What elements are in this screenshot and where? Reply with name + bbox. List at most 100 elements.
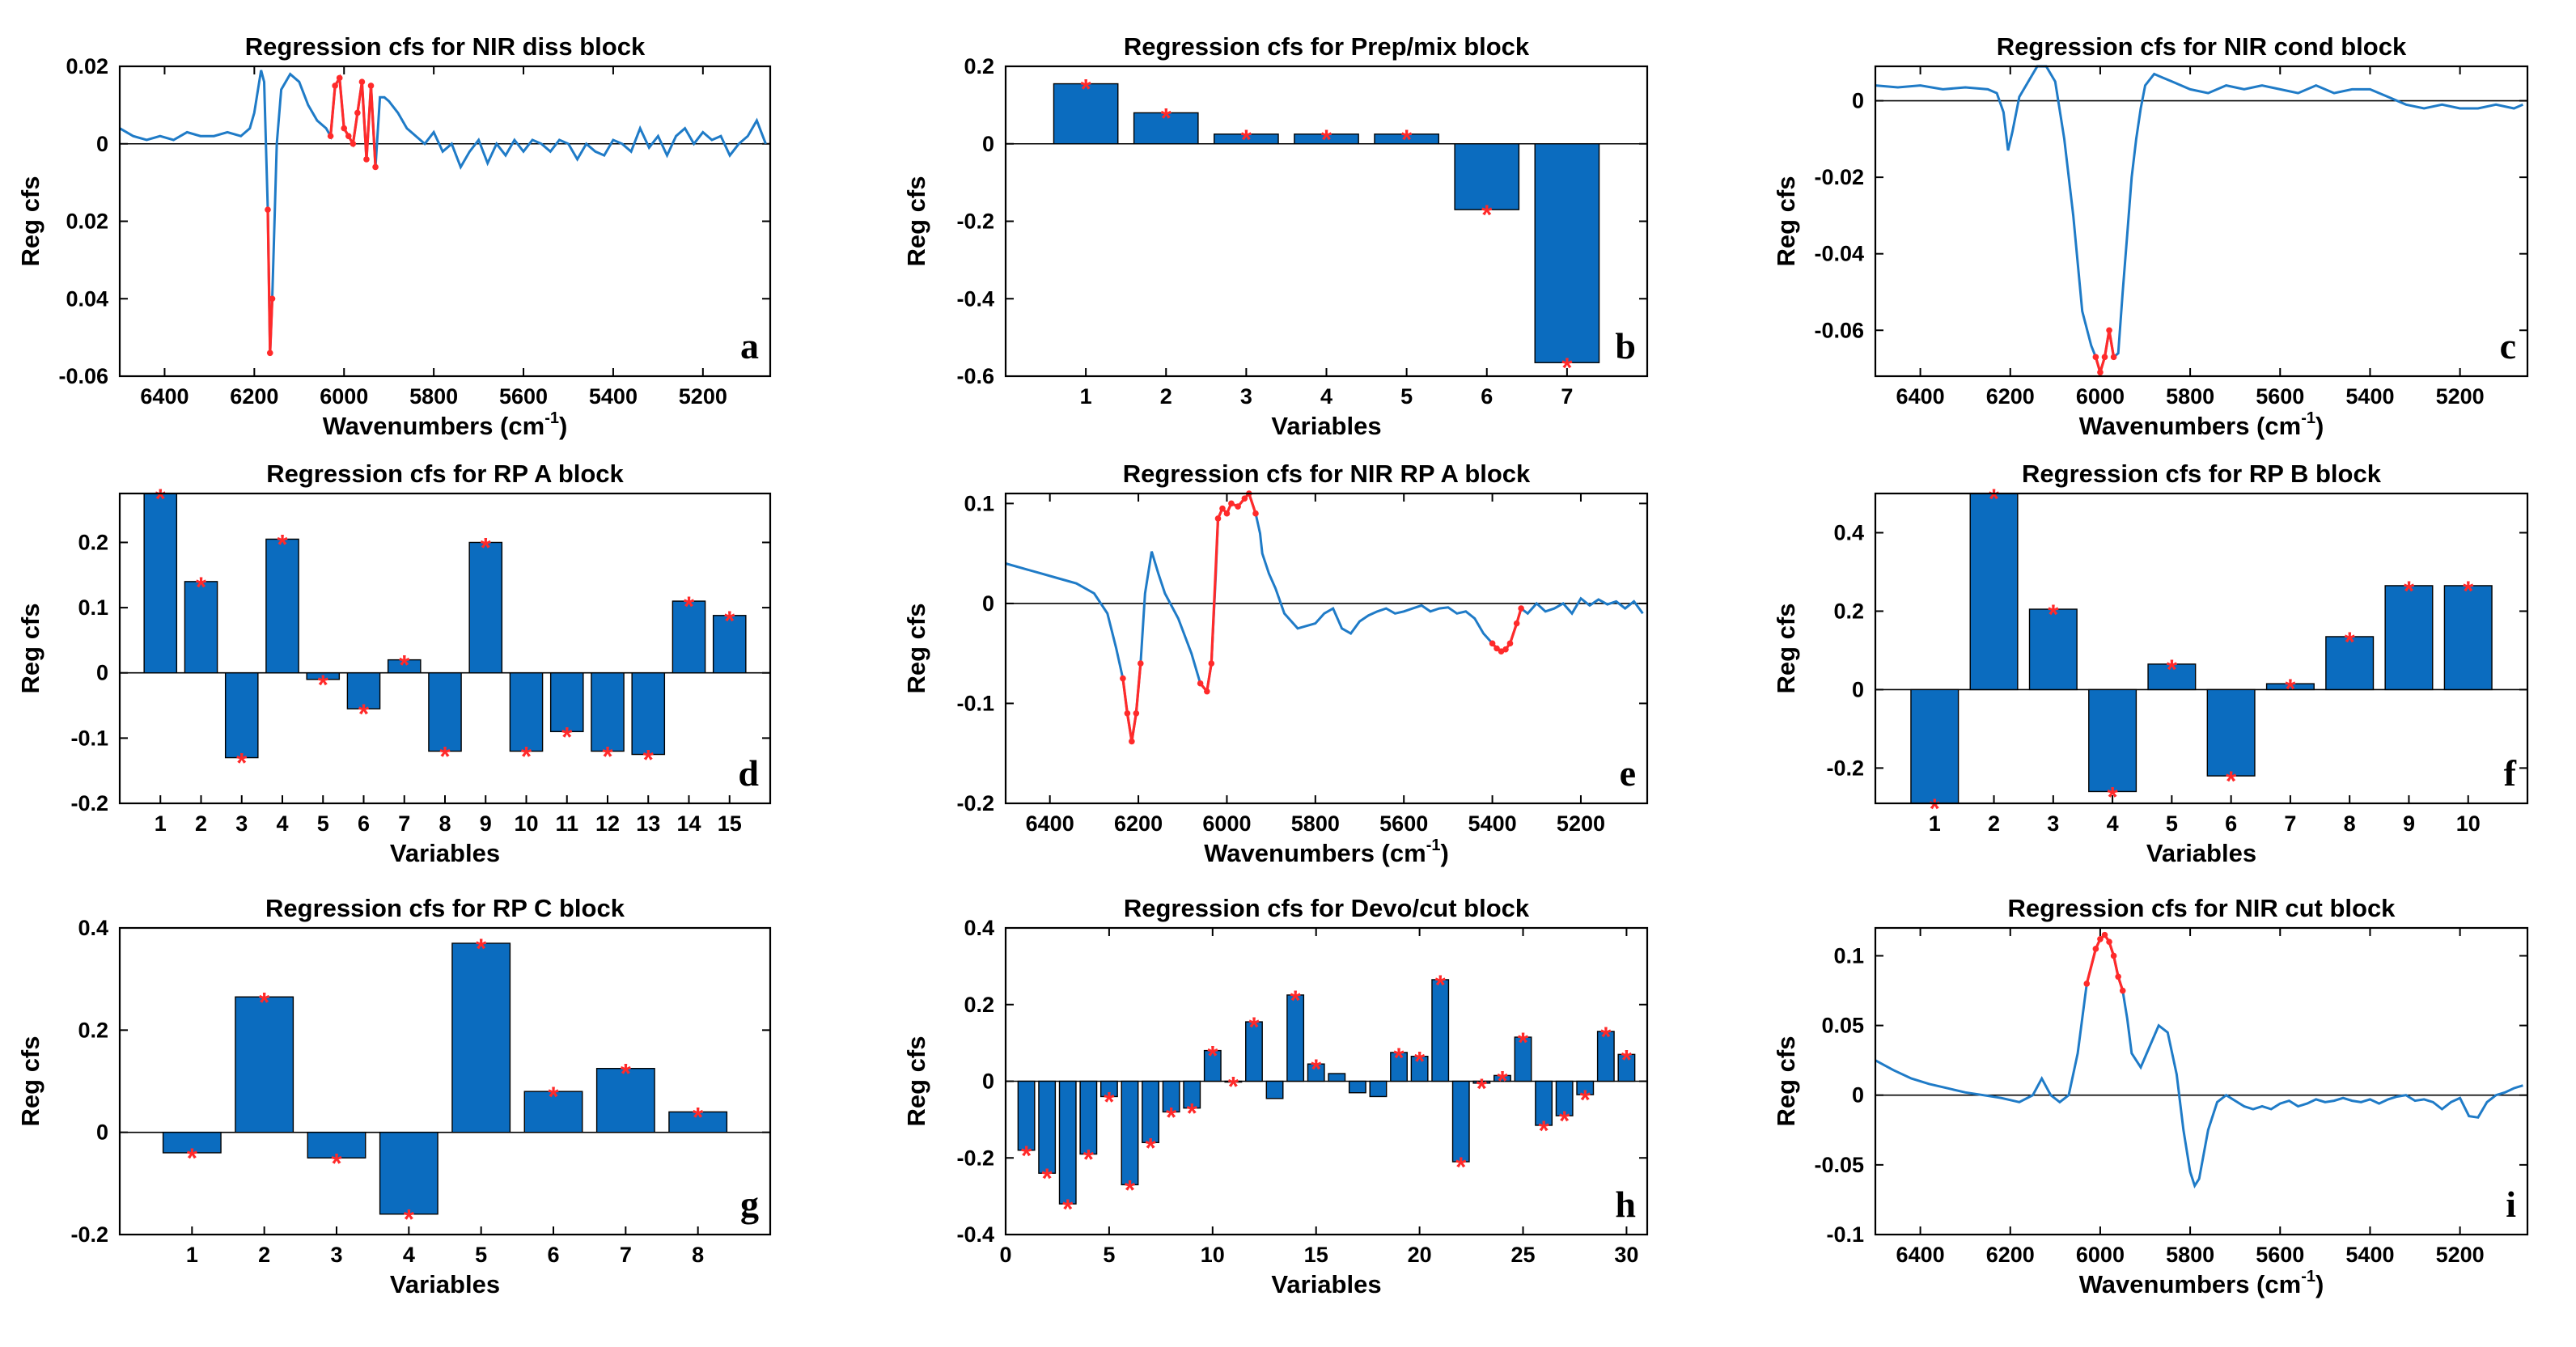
bar-marker: * [236, 748, 248, 779]
bar [1079, 1080, 1098, 1155]
plot-frame [1004, 492, 1649, 805]
bar [1307, 1063, 1325, 1082]
bar-marker: * [331, 1148, 342, 1179]
bar [1472, 1080, 1491, 1084]
x-tick-label: 2 [195, 811, 207, 836]
x-axis-label: Variables [1271, 1270, 1381, 1298]
bar-marker: * [476, 934, 487, 964]
plot-frame [118, 492, 772, 805]
x-tick-label: 5400 [2345, 1243, 2394, 1267]
x-tick-label: 6200 [1986, 384, 2035, 409]
plot-frame [1874, 492, 2529, 805]
bar [1374, 133, 1439, 145]
x-tick-label: 6400 [1896, 384, 1945, 409]
x-axis-label-end: ) [2315, 412, 2324, 440]
selected-segment [1199, 490, 1257, 695]
x-tick-label: 5 [2166, 811, 2178, 836]
y-axis-label: Reg cfs [902, 1036, 930, 1127]
panel-title: Regression cfs for RP A block [266, 460, 624, 488]
bar [1121, 1080, 1139, 1186]
bar [2265, 683, 2315, 691]
bar-marker: * [1125, 1175, 1136, 1205]
x-tick-label: 1 [155, 811, 167, 836]
y-tick-label: 0.1 [964, 491, 994, 515]
x-tick-label: 3 [330, 1243, 342, 1267]
y-tick-label: -0.06 [1814, 318, 1864, 342]
x-tick-label: 6 [358, 811, 370, 836]
y-tick-label: 0.1 [78, 595, 108, 620]
bar-marker: * [1497, 1065, 1508, 1096]
bar [1910, 688, 1960, 804]
y-tick-label: 0.2 [1833, 599, 1864, 623]
x-tick-label: 6000 [2076, 384, 2125, 409]
y-tick-label: -0.2 [956, 1146, 994, 1170]
y-tick-label: 0.4 [964, 916, 994, 940]
x-tick-label: 4 [276, 811, 288, 836]
bar-marker: * [1989, 484, 2000, 515]
bar [1286, 994, 1305, 1082]
x-tick-label: 5 [317, 811, 329, 836]
bar-marker: * [1021, 1141, 1032, 1171]
bar [2325, 636, 2375, 691]
y-axis-label: Reg cfs [1772, 176, 1800, 267]
bar [1053, 83, 1119, 145]
x-tick-label: 5 [475, 1243, 487, 1267]
bar [1142, 1080, 1159, 1144]
bar-marker: * [1042, 1163, 1053, 1194]
x-tick-label: 8 [692, 1243, 704, 1267]
y-tick-label: -0.4 [956, 286, 994, 311]
x-tick-label: 13 [636, 811, 660, 836]
bar [1265, 1080, 1284, 1099]
x-tick-label: 6200 [230, 384, 278, 409]
bar-marker: * [1518, 1027, 1529, 1058]
x-axis-label-sup: -1 [1426, 837, 1441, 854]
x-tick-label: 3 [235, 811, 248, 836]
bar-marker: * [2167, 654, 2178, 685]
x-tick-label: 8 [2344, 811, 2356, 836]
x-axis-label-text: Wavenumbers (cm [1204, 839, 1426, 867]
bar [1328, 1073, 1346, 1082]
x-tick-label: 5400 [589, 384, 638, 409]
selected-segment [266, 210, 274, 354]
x-tick-label: 5800 [1291, 811, 1340, 836]
bar [1410, 1056, 1429, 1082]
bar-marker: * [2463, 576, 2474, 607]
x-tick-label: 7 [620, 1243, 632, 1267]
x-tick-label: 1 [186, 1243, 198, 1267]
bar-marker: * [2226, 766, 2237, 797]
x-tick-label: 5800 [2166, 1243, 2214, 1267]
panel-title: Regression cfs for RP C block [265, 894, 625, 922]
y-tick-label: 0.2 [78, 530, 108, 554]
bar [1294, 133, 1359, 145]
x-tick-label: 9 [480, 811, 492, 836]
bar [712, 615, 747, 674]
x-tick-label: 5400 [1468, 811, 1517, 836]
bar-marker: * [1062, 1194, 1074, 1225]
bar [1535, 1080, 1553, 1126]
x-tick-label: 15 [1304, 1243, 1328, 1267]
x-tick-label: 6400 [1896, 1243, 1945, 1267]
panel-letter: i [2506, 1184, 2516, 1225]
plot-frame [1874, 926, 2529, 1236]
y-tick-label: -0.2 [70, 791, 108, 815]
series-line [1875, 65, 2523, 377]
panel-letter: g [740, 1184, 759, 1225]
x-tick-label: 5600 [2256, 1243, 2304, 1267]
bar [672, 600, 706, 674]
panel-b: Regression cfs for Prep/mix block -0.6 -0.… [902, 32, 1649, 440]
x-axis-label-end: ) [559, 412, 567, 440]
bar-marker: * [259, 987, 270, 1018]
selected-segment [2094, 330, 2116, 377]
x-tick-label: 6000 [320, 384, 368, 409]
bar-marker: * [2048, 599, 2059, 630]
bar-marker: * [1600, 1022, 1612, 1053]
panel-title: Regression cfs for NIR diss block [245, 32, 646, 61]
bar [1576, 1080, 1595, 1095]
panel-f: Regression cfs for RP B block -0.2 0 0.2 0.4… [1772, 460, 2529, 867]
bar [591, 672, 625, 752]
bar [468, 541, 503, 674]
bar-marker: * [481, 532, 492, 563]
bar [1555, 1080, 1574, 1116]
bar [1617, 1053, 1636, 1082]
